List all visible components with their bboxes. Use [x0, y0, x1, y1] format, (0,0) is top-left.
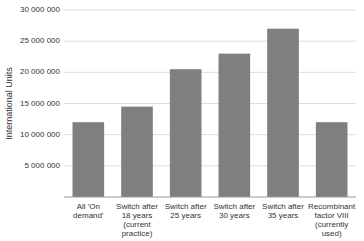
grid-line [64, 134, 356, 135]
x-tick-label: Switch after35 years [262, 202, 304, 220]
bar [316, 122, 348, 197]
x-tick-label: All 'Ondemand' [73, 202, 104, 220]
bar [73, 122, 105, 197]
bar [121, 107, 153, 197]
x-tick-label: Recombinantfactor VIII(currentlyused) [308, 202, 356, 238]
y-tick-label: 15 000 000 [20, 99, 61, 108]
y-tick-label: 20 000 000 [20, 67, 61, 76]
grid-line [64, 72, 356, 73]
x-tick-label: Switch after25 years [165, 202, 207, 220]
x-ticks: All 'Ondemand' Switch after18 years(curre… [73, 202, 356, 238]
y-tick-label: 5 000 000 [24, 161, 60, 170]
bar [170, 69, 202, 197]
chart: 5 000 000 10 000 000 15 000 000 20 000 000 2… [0, 0, 364, 241]
grid-line [64, 41, 356, 42]
grid-line [64, 103, 356, 104]
y-tick-label: 25 000 000 [20, 36, 61, 45]
y-axis-label: International Units [4, 67, 14, 140]
x-axis-line [64, 197, 356, 198]
x-tick-label: Switch after30 years [213, 202, 255, 220]
bars [73, 29, 348, 197]
y-tick-label: 10 000 000 [20, 130, 61, 139]
chart-container: 5 000 000 10 000 000 15 000 000 20 000 000 2… [0, 0, 364, 241]
grid-line [64, 165, 356, 166]
x-tick-label: Switch after18 years(currentpractice) [116, 202, 158, 238]
grid-line [64, 10, 356, 11]
bar [267, 29, 299, 197]
y-tick-label: 30 000 000 [20, 5, 61, 14]
y-ticks: 5 000 000 10 000 000 15 000 000 20 000 000 2… [20, 5, 61, 170]
bar [219, 54, 251, 197]
grid [64, 10, 356, 166]
